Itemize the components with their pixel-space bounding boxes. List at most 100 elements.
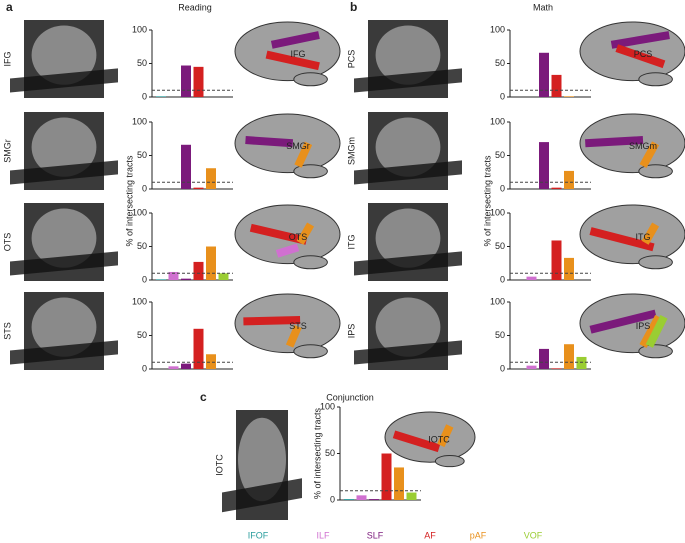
mri-plane [10,160,118,185]
diagram-label: SMGm [629,141,657,151]
bar [193,261,204,280]
bar [564,344,574,369]
tract [249,223,308,245]
bar [156,279,166,280]
bar [576,356,587,369]
y-tick-label: 50 [137,58,147,68]
y-tick-label: 0 [500,183,505,193]
row-label: ITG [346,235,356,250]
diagram-label: PCS [634,49,653,59]
diagram-label: STS [289,321,307,331]
diagram-label: ITG [636,232,651,242]
y-tick-label: 100 [132,24,147,34]
cerebellum [638,255,673,270]
diagram-label: IPS [636,321,651,331]
y-tick-label: 50 [137,150,147,160]
y-tick-label: 100 [132,207,147,217]
tract [265,50,320,71]
row-label: STS [2,322,12,340]
bar [526,276,537,280]
panel-title: Reading [178,2,212,12]
bar [369,499,379,500]
mri-plane [354,251,462,276]
panel-letter: c [200,390,207,404]
brain-outline [384,411,476,463]
mri-plane [222,478,302,513]
diagram-label: IFG [291,49,306,59]
bar [181,363,191,369]
row-label: IPS [346,324,356,339]
tract [245,136,294,148]
mri-brain [375,297,441,357]
tract [610,31,670,49]
mri-brain [375,25,441,85]
row-label: SMGr [2,139,12,163]
cerebellum [293,255,328,270]
panel-title: Math [533,2,553,12]
mri-brain [238,417,286,502]
bar [181,144,191,189]
tract [585,136,644,148]
y-tick-label: 50 [495,241,505,251]
mri-brain [375,117,441,177]
tract [639,141,660,169]
y-tick-label: 50 [495,58,505,68]
bar [206,168,216,189]
legend-entry: ILF [316,530,330,540]
bar [539,142,549,189]
mri-brain [31,117,97,177]
bar [551,74,562,97]
tract [639,314,663,348]
y-tick-label: 100 [320,401,335,411]
tract [270,31,320,49]
y-tick-label: 0 [142,91,147,101]
y-tick-label: 50 [495,150,505,160]
bar [539,348,549,369]
y-tick-label: 0 [500,363,505,373]
tract [275,243,300,258]
brain-outline [579,204,685,265]
bar [539,52,549,97]
y-tick-label: 100 [490,24,505,34]
cerebellum [293,72,328,87]
row-label: OTS [2,233,12,252]
tract [285,324,302,348]
y-tick-label: 100 [132,116,147,126]
brain-outline [234,21,341,82]
bar [394,467,404,500]
mri-brain [31,25,97,85]
y-tick-label: 50 [137,330,147,340]
y-tick-label: 50 [137,241,147,251]
tract [437,424,454,448]
tract [294,141,313,168]
bar [356,495,367,500]
bar [168,271,179,280]
y-tick-label: 50 [325,448,335,458]
tract [615,44,666,69]
bar [168,366,179,369]
panel-title: Conjunction [326,392,374,402]
y-tick-label: 100 [490,116,505,126]
tract [645,314,668,348]
cerebellum [638,344,673,359]
bar [551,240,562,280]
bar [551,187,562,189]
tract [641,222,660,245]
diagram-label: IOTC [428,434,450,444]
legend-entry: SLF [367,530,384,540]
row-label: IFG [2,52,12,67]
y-tick-label: 0 [500,91,505,101]
bar [193,328,204,369]
legend-entry: VOF [524,530,543,540]
diagram-label: OTS [289,232,308,242]
y-axis-label: % of intersecting tracts [124,155,134,247]
y-tick-label: 0 [142,363,147,373]
tract [589,309,657,334]
bar [564,257,574,280]
bar [181,65,191,97]
y-tick-label: 100 [490,296,505,306]
panel-letter: b [350,0,357,14]
bar [381,453,392,500]
bar [206,354,216,369]
